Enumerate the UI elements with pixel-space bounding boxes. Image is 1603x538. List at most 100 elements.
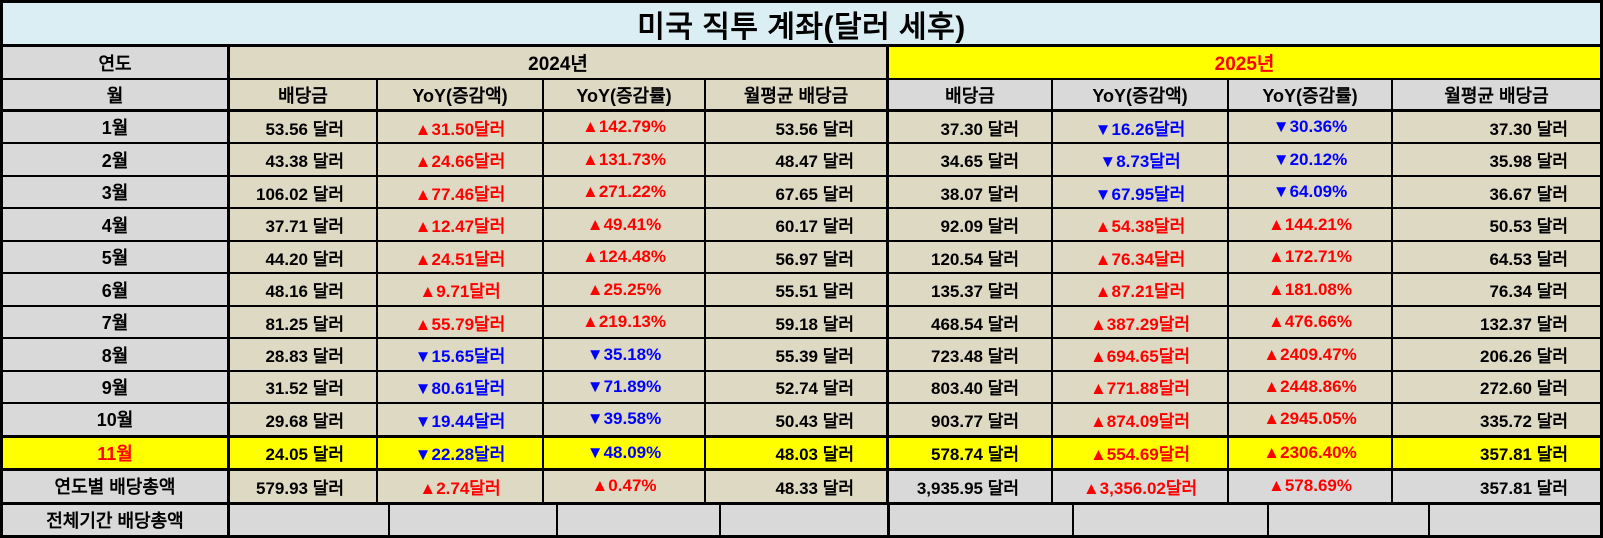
cell-yoy-rate-2025: ▲2448.86% bbox=[1229, 371, 1393, 403]
cell-yoy-rate-2025: ▼20.12% bbox=[1229, 144, 1393, 175]
cell-dividend-2025: 578.74 달러 bbox=[889, 437, 1053, 469]
cell-monthly-avg-2025: 335.72 달러 bbox=[1393, 404, 1600, 435]
cell-yoy-amount-2025: ▼8.73달러 bbox=[1053, 144, 1229, 175]
cell-yoy-amount-2025: ▲76.34달러 bbox=[1053, 241, 1229, 273]
cell-yoy-rate-2025: ▲578.69% bbox=[1229, 471, 1393, 502]
cell-dividend-2025: 803.40 달러 bbox=[889, 371, 1053, 403]
cell-monthly-avg-2024: 67.65 달러 bbox=[706, 176, 889, 208]
header-dividend-2025: 배당금 bbox=[889, 80, 1053, 109]
cell-monthly-avg-2025: 37.30 달러 bbox=[1393, 112, 1600, 143]
cell-monthly-avg-2024 bbox=[721, 504, 890, 536]
cell-yoy-amount-2024: ▼80.61달러 bbox=[378, 371, 544, 403]
cell-yoy-amount-2024 bbox=[390, 504, 558, 536]
cell-yoy-rate-2025: ▲172.71% bbox=[1229, 241, 1393, 273]
year-2025-header: 2025년 bbox=[889, 47, 1600, 78]
cell-yoy-amount-2025: ▲874.09달러 bbox=[1053, 404, 1229, 435]
cell-dividend-2024: 37.71 달러 bbox=[230, 209, 378, 240]
cell-monthly-avg-2024: 48.47 달러 bbox=[706, 144, 889, 175]
cell-dividend-2024: 81.25 달러 bbox=[230, 306, 378, 338]
cell-yoy-rate-2024: ▲0.47% bbox=[544, 471, 706, 502]
cell-monthly-avg-2024: 60.17 달러 bbox=[706, 209, 889, 240]
cell-monthly-avg-2024: 52.74 달러 bbox=[706, 371, 889, 403]
cell-dividend-2025: 37.30 달러 bbox=[889, 112, 1053, 143]
cell-dividend-2025: 135.37 달러 bbox=[889, 274, 1053, 305]
cell-dividend-2024: 48.16 달러 bbox=[230, 274, 378, 305]
cell-monthly-avg-2025: 35.98 달러 bbox=[1393, 144, 1600, 175]
cell-dividend-2025: 38.07 달러 bbox=[889, 176, 1053, 208]
cell-yoy-rate-2024: ▼35.18% bbox=[544, 339, 706, 370]
cell-monthly-avg-2024: 56.97 달러 bbox=[706, 241, 889, 273]
cell-monthly-avg-2025: 357.81 달러 bbox=[1393, 471, 1600, 502]
cell-yoy-amount-2024: ▲31.50달러 bbox=[378, 112, 544, 143]
cell-dividend-2024: 43.38 달러 bbox=[230, 144, 378, 175]
cell-yoy-rate-2024: ▼71.89% bbox=[544, 371, 706, 403]
header-yoy-amount-2025: YoY(증감액) bbox=[1053, 80, 1229, 109]
cell-monthly-avg-2025: 206.26 달러 bbox=[1393, 339, 1600, 370]
cell-yoy-rate-2025: ▲2409.47% bbox=[1229, 339, 1393, 370]
cell-yoy-amount-2025: ▲54.38달러 bbox=[1053, 209, 1229, 240]
cell-monthly-avg-2025: 64.53 달러 bbox=[1393, 241, 1600, 273]
cell-yoy-rate-2024: ▲25.25% bbox=[544, 274, 706, 305]
row-label-cell: 연도별 배당총액 bbox=[3, 471, 230, 502]
table-row: 11월 24.05 달러 ▼22.28달러 ▼48.09% 48.03 달러 578.74… bbox=[3, 437, 1600, 472]
cell-yoy-amount-2024: ▼22.28달러 bbox=[378, 437, 544, 469]
row-label-cell: 10월 bbox=[3, 404, 230, 435]
header-dividend-2024: 배당금 bbox=[230, 80, 378, 109]
row-label-cell: 8월 bbox=[3, 339, 230, 370]
header-yoy-rate-2025: YoY(증감률) bbox=[1229, 80, 1393, 109]
cell-monthly-avg-2025: 76.34 달러 bbox=[1393, 274, 1600, 305]
cell-dividend-2025: 903.77 달러 bbox=[889, 404, 1053, 435]
table-row: 연도별 배당총액 579.93 달러 ▲2.74달러 ▲0.47% 48.33 달러 3,… bbox=[3, 471, 1600, 505]
cell-yoy-amount-2025: ▼67.95달러 bbox=[1053, 176, 1229, 208]
cell-monthly-avg-2024: 53.56 달러 bbox=[706, 112, 889, 143]
cell-monthly-avg-2025: 36.67 달러 bbox=[1393, 176, 1600, 208]
cell-dividend-2024: 106.02 달러 bbox=[230, 176, 378, 208]
month-label-cell: 월 bbox=[3, 80, 230, 109]
cell-dividend-2024: 24.05 달러 bbox=[230, 437, 378, 469]
table-row: 전체기간 배당총액 bbox=[3, 504, 1600, 536]
cell-dividend-2024: 28.83 달러 bbox=[230, 339, 378, 370]
cell-yoy-amount-2024: ▲9.71달러 bbox=[378, 274, 544, 305]
table-title: 미국 직투 계좌(달러 세후) bbox=[637, 10, 966, 44]
table-row: 3월 106.02 달러 ▲77.46달러 ▲271.22% 67.65 달러 38.07… bbox=[3, 176, 1600, 210]
header-monthly-avg-2025: 월평균 배당금 bbox=[1393, 80, 1600, 109]
cell-yoy-amount-2024: ▲24.66달러 bbox=[378, 144, 544, 175]
cell-dividend-2025: 92.09 달러 bbox=[889, 209, 1053, 240]
cell-dividend-2025 bbox=[890, 504, 1074, 536]
cell-yoy-rate-2024: ▼48.09% bbox=[544, 437, 706, 469]
cell-yoy-amount-2025: ▲3,356.02달러 bbox=[1053, 471, 1229, 502]
cell-yoy-amount-2025: ▲87.21달러 bbox=[1053, 274, 1229, 305]
table-row: 9월 31.52 달러 ▼80.61달러 ▼71.89% 52.74 달러 803.40 … bbox=[3, 371, 1600, 405]
row-label-cell: 6월 bbox=[3, 274, 230, 305]
cell-monthly-avg-2025: 272.60 달러 bbox=[1393, 371, 1600, 403]
header-yoy-amount-2024: YoY(증감액) bbox=[378, 80, 544, 109]
cell-yoy-rate-2024 bbox=[558, 504, 721, 536]
cell-yoy-rate-2025: ▲476.66% bbox=[1229, 306, 1393, 338]
cell-monthly-avg-2025: 50.53 달러 bbox=[1393, 209, 1600, 240]
cell-yoy-amount-2024: ▲55.79달러 bbox=[378, 306, 544, 338]
cell-yoy-rate-2025: ▲144.21% bbox=[1229, 209, 1393, 240]
cell-yoy-amount-2024: ▼15.65달러 bbox=[378, 339, 544, 370]
row-label-cell: 전체기간 배당총액 bbox=[3, 504, 230, 536]
cell-yoy-amount-2025 bbox=[1074, 504, 1269, 536]
year-header-row: 연도 2024년 2025년 bbox=[3, 47, 1600, 80]
row-label-cell: 4월 bbox=[3, 209, 230, 240]
cell-yoy-amount-2024: ▲77.46달러 bbox=[378, 176, 544, 208]
table-row: 6월 48.16 달러 ▲9.71달러 ▲25.25% 55.51 달러 135.37 달… bbox=[3, 274, 1600, 307]
cell-yoy-rate-2025: ▼64.09% bbox=[1229, 176, 1393, 208]
table-row: 1월 53.56 달러 ▲31.50달러 ▲142.79% 53.56 달러 37.30 … bbox=[3, 112, 1600, 145]
title-bar: 미국 직투 계좌(달러 세후) bbox=[3, 3, 1600, 47]
cell-monthly-avg-2024: 50.43 달러 bbox=[706, 404, 889, 435]
table-row: 10월 29.68 달러 ▼19.44달러 ▼39.58% 50.43 달러 903.77… bbox=[3, 404, 1600, 438]
row-label-cell: 5월 bbox=[3, 241, 230, 273]
cell-dividend-2024 bbox=[230, 504, 390, 536]
cell-dividend-2024: 31.52 달러 bbox=[230, 371, 378, 403]
cell-dividend-2025: 120.54 달러 bbox=[889, 241, 1053, 273]
row-label-cell: 7월 bbox=[3, 306, 230, 338]
cell-monthly-avg-2024: 48.03 달러 bbox=[706, 437, 889, 469]
cell-monthly-avg-2025: 357.81 달러 bbox=[1393, 437, 1600, 469]
cell-yoy-amount-2025: ▲771.88달러 bbox=[1053, 371, 1229, 403]
row-label-cell: 1월 bbox=[3, 112, 230, 143]
year-2024-header: 2024년 bbox=[230, 47, 889, 78]
